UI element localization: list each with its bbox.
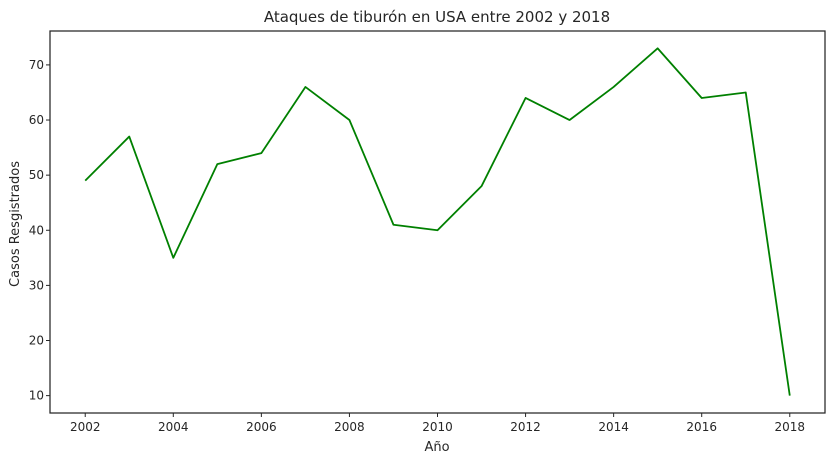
x-tick-label: 2006	[246, 420, 277, 434]
y-tick-label: 10	[29, 389, 44, 403]
x-tick-label: 2018	[774, 420, 805, 434]
x-axis-label: Año	[424, 440, 449, 455]
y-axis-label: Casos Resgistrados	[8, 161, 23, 287]
x-tick-label: 2016	[686, 420, 717, 434]
y-tick-labels: 10 20 30 40 50 60 70	[29, 58, 50, 403]
x-tick-labels: 2002 2004 2006 2008 2010 2012 2014 2016 2018	[70, 413, 805, 434]
y-tick-label: 20	[29, 334, 44, 348]
x-tick-label: 2008	[334, 420, 365, 434]
chart-title: Ataques de tiburón en USA entre 2002 y 2…	[264, 8, 610, 26]
y-tick-label: 70	[29, 58, 44, 72]
plot-lines	[84, 47, 791, 396]
y-tick-label: 30	[29, 278, 44, 292]
x-tick-label: 2004	[158, 420, 189, 434]
x-tick-label: 2012	[510, 420, 541, 434]
x-tick-label: 2014	[598, 420, 629, 434]
x-tick-label: 2010	[422, 420, 453, 434]
y-tick-label: 40	[29, 223, 44, 237]
x-tick-label: 2002	[70, 420, 101, 434]
y-tick-label: 50	[29, 168, 44, 182]
y-tick-label: 60	[29, 113, 44, 127]
